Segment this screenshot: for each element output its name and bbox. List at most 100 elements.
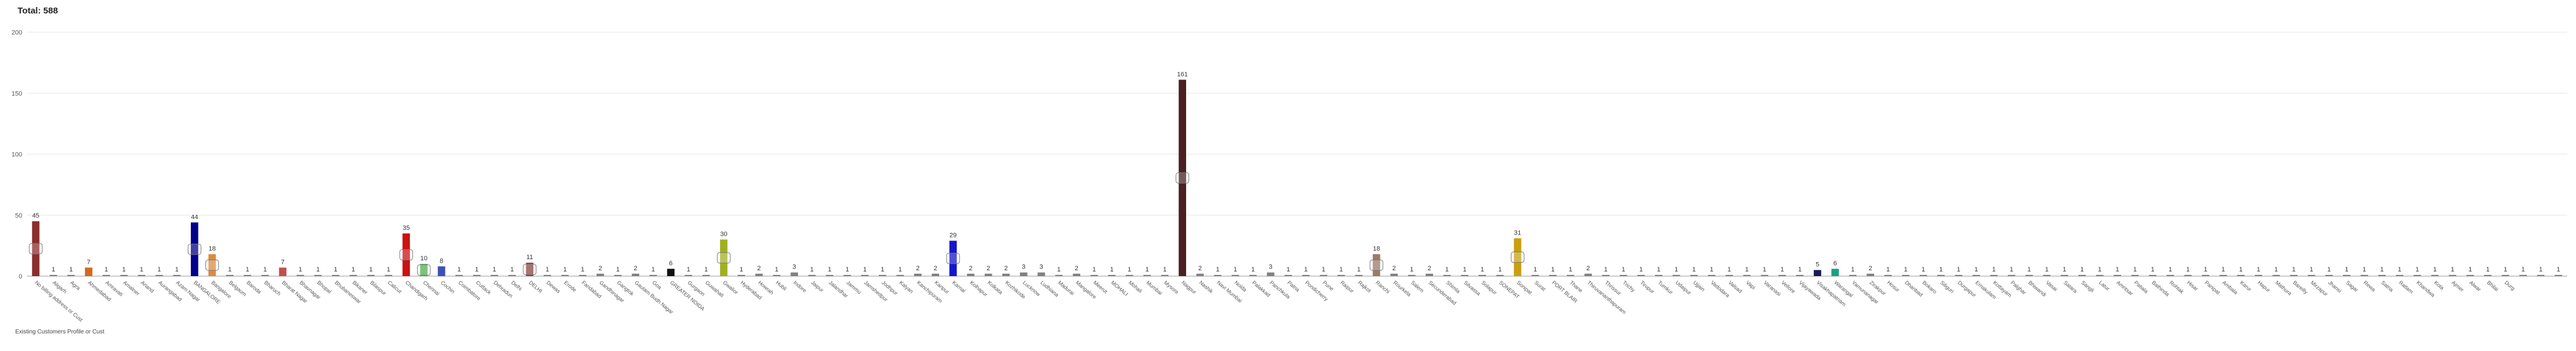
bar: [2519, 274, 2527, 276]
x-tick-label: Jaipur: [810, 280, 825, 293]
x-tick-label: Vadodara: [1710, 280, 1731, 298]
bar: [649, 274, 657, 276]
x-tick-label: Solapur: [1481, 280, 1498, 296]
x-tick-label: Amritsar: [2115, 280, 2134, 297]
x-tick-label: Latur: [2098, 280, 2111, 292]
bar: [2502, 274, 2509, 276]
data-label: 1: [652, 266, 655, 273]
bar: [1426, 273, 1433, 276]
x-tick-label: Hapur: [2256, 280, 2271, 293]
bar: [2060, 274, 2068, 276]
x-tick-label: Patna: [1286, 280, 1300, 293]
x-tick-label: Ratlam: [2397, 280, 2414, 295]
data-label: 1: [175, 266, 179, 273]
x-tick-label: Bhiwandi: [2027, 280, 2047, 298]
bar: [32, 221, 40, 276]
data-label: 5: [1815, 261, 1819, 269]
x-tick-label: Ludhiana: [1039, 280, 1060, 298]
bar: [2431, 274, 2439, 276]
bar: [931, 273, 940, 276]
x-tick-label: Dhanbad: [1904, 280, 1924, 298]
y-tick-label: 0: [19, 273, 22, 280]
bar: [1884, 274, 1892, 276]
x-tick-label: Vasai: [2045, 280, 2058, 292]
data-label: 2: [1004, 265, 1008, 272]
bar: [2343, 274, 2351, 276]
data-label: 1: [2362, 266, 2366, 273]
data-label: 1: [2045, 266, 2049, 273]
x-tick-label: Surat: [1533, 280, 1547, 292]
bar: [825, 274, 834, 276]
bar: [67, 274, 75, 276]
x-tick-label: Trichy: [1622, 280, 1636, 294]
data-label: 1: [1163, 266, 1166, 273]
bar: [491, 274, 498, 276]
data-label: 44: [191, 214, 198, 221]
x-tick-label: Udaipur: [1674, 280, 1693, 296]
data-label: 1: [1533, 266, 1537, 273]
bar: [1602, 274, 1610, 276]
bar: [1355, 274, 1363, 276]
x-tick-label: Bilaspur: [369, 280, 387, 297]
bar: [279, 267, 287, 276]
data-label: 1: [122, 266, 126, 273]
bar: [632, 273, 639, 276]
bar: [508, 274, 516, 276]
x-tick-label: Mumbai: [1145, 280, 1163, 296]
data-label: 1: [1763, 266, 1766, 273]
data-label: 18: [1373, 245, 1380, 252]
data-label: 1: [1904, 266, 1907, 273]
bar: [2166, 274, 2174, 276]
x-tick-label: Nashik: [1198, 280, 1214, 295]
bar: [2131, 274, 2139, 276]
bar: [385, 274, 393, 276]
bar: [2290, 274, 2298, 276]
data-label: 2: [1075, 265, 1078, 272]
data-label: 1: [1463, 266, 1467, 273]
bar: [1690, 274, 1698, 276]
x-tick-label: Shimla: [1445, 280, 1461, 294]
bar-marker: [946, 253, 960, 264]
data-label: 1: [1674, 266, 1678, 273]
x-tick-label: Ujjain: [1692, 280, 1706, 292]
x-tick-label: Bharuch: [263, 280, 282, 297]
bar: [2008, 274, 2016, 276]
data-label: 1: [2010, 266, 2013, 273]
data-label: 1: [1481, 266, 1484, 273]
chart-title: Total: 588: [18, 6, 58, 16]
data-label: 45: [32, 212, 39, 219]
x-tick-label: Sangli: [2080, 280, 2095, 294]
bar: [1143, 274, 1151, 276]
data-label: 1: [1957, 266, 1960, 273]
x-tick-label: Kota: [2433, 280, 2445, 291]
data-label: 1: [1975, 266, 1978, 273]
data-label: 1: [2221, 266, 2225, 273]
x-tick-label: Alwar: [2468, 280, 2482, 292]
data-label: 1: [299, 266, 302, 273]
data-label: 1: [492, 266, 496, 273]
bar: [173, 274, 181, 276]
bar: [738, 274, 745, 276]
data-label: 1: [1921, 266, 1925, 273]
bar: [1090, 274, 1098, 276]
x-tick-label: Bhopal: [316, 280, 333, 295]
x-tick-label: Anand: [140, 280, 155, 294]
bar: [350, 274, 357, 276]
bar: [1161, 274, 1169, 276]
data-label: 1: [1886, 266, 1890, 273]
data-label: 1: [2186, 266, 2190, 273]
x-tick-label: Nagpur: [1180, 280, 1197, 295]
x-tick-label: Satara: [2063, 280, 2078, 294]
data-label: 1: [1145, 266, 1149, 273]
data-label: 1: [263, 266, 267, 273]
data-label: 1: [546, 266, 549, 273]
data-label: 1: [2522, 266, 2525, 273]
x-tick-label: Tumkur: [1657, 280, 1674, 295]
data-label: 1: [1322, 266, 1325, 273]
data-label: 1: [387, 266, 390, 273]
bar: [1849, 274, 1856, 276]
bar: [984, 273, 992, 276]
data-label: 1: [105, 266, 108, 273]
